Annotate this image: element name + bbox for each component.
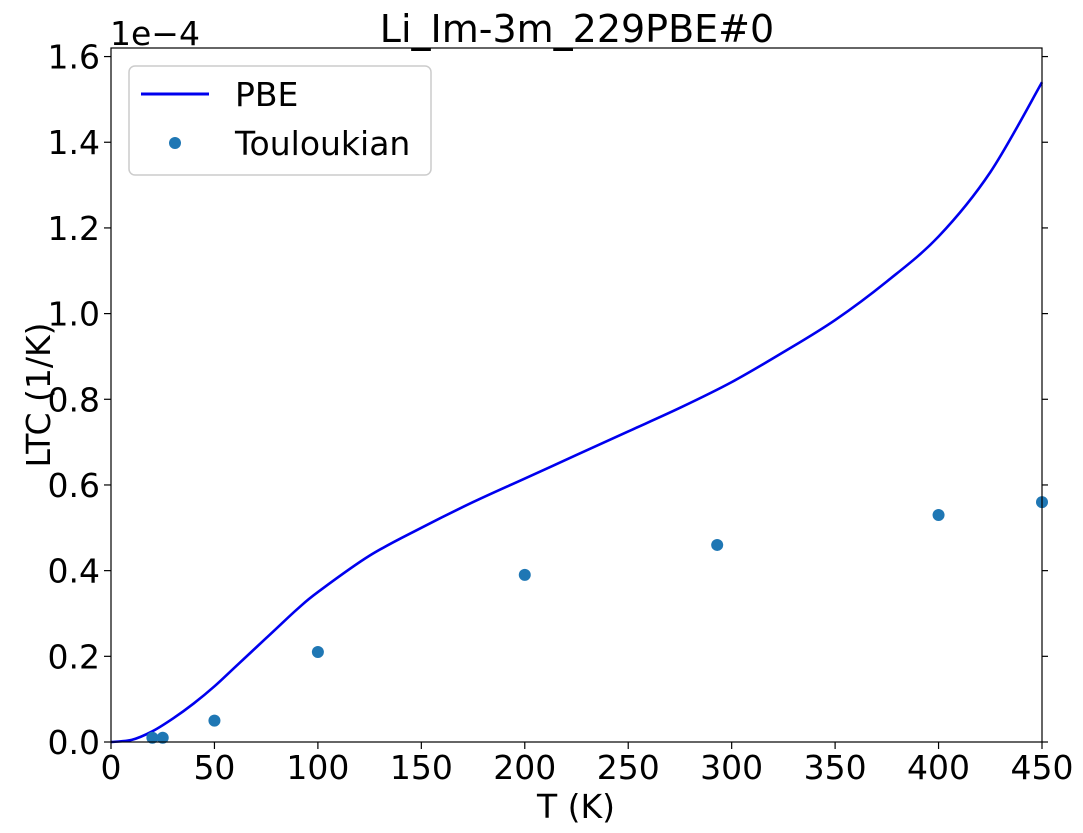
x-tick-label: 200 <box>493 748 556 787</box>
x-tick-label: 250 <box>597 748 660 787</box>
touloukian-point <box>711 538 724 551</box>
legend-touloukian-marker <box>169 137 181 149</box>
y-tick-label: 1.2 <box>48 209 100 248</box>
plot-frame <box>110 47 1043 743</box>
y-tick-label: 1.0 <box>48 295 100 334</box>
x-tick-label: 300 <box>700 748 763 787</box>
touloukian-point <box>146 731 159 744</box>
touloukian-point <box>518 568 531 581</box>
y-tick-label: 1.4 <box>48 123 100 162</box>
touloukian-point <box>208 714 221 727</box>
x-tick-label: 400 <box>907 748 970 787</box>
x-axis: 0 50 100 150 200 250 300 350 400 450 <box>101 742 1074 787</box>
touloukian-point <box>311 646 324 659</box>
x-tick-label: 0 <box>101 748 122 787</box>
y-tick-label: 0.2 <box>48 637 100 676</box>
x-tick-label: 100 <box>286 748 349 787</box>
y-tick-label: 0.8 <box>48 380 100 419</box>
touloukian-point <box>156 731 169 744</box>
y-offset-label: 1e−4 <box>110 14 200 53</box>
chart-title: Li_Im-3m_229PBE#0 <box>380 7 774 51</box>
y-tick-label: 0.0 <box>48 723 100 762</box>
y-axis: 0.0 0.2 0.4 0.6 0.8 1.0 1.2 1.4 1.6 <box>48 38 1048 762</box>
y-tick-label: 0.4 <box>48 552 100 591</box>
plot-area <box>110 81 1048 744</box>
x-axis-label: T (K) <box>536 787 615 826</box>
y-tick-label: 0.6 <box>48 466 100 505</box>
touloukian-point <box>932 508 945 521</box>
x-tick-label: 150 <box>390 748 453 787</box>
pbe-line <box>110 81 1044 744</box>
x-tick-label: 350 <box>804 748 867 787</box>
y-tick-label: 1.6 <box>48 38 100 77</box>
legend: PBE Touloukian <box>128 65 432 176</box>
x-tick-label: 450 <box>1011 748 1074 787</box>
legend-touloukian-label: Touloukian <box>234 124 410 163</box>
legend-pbe-label: PBE <box>235 75 298 114</box>
x-tick-label: 50 <box>193 748 235 787</box>
y-axis-label: LTC (1/K) <box>19 322 58 467</box>
